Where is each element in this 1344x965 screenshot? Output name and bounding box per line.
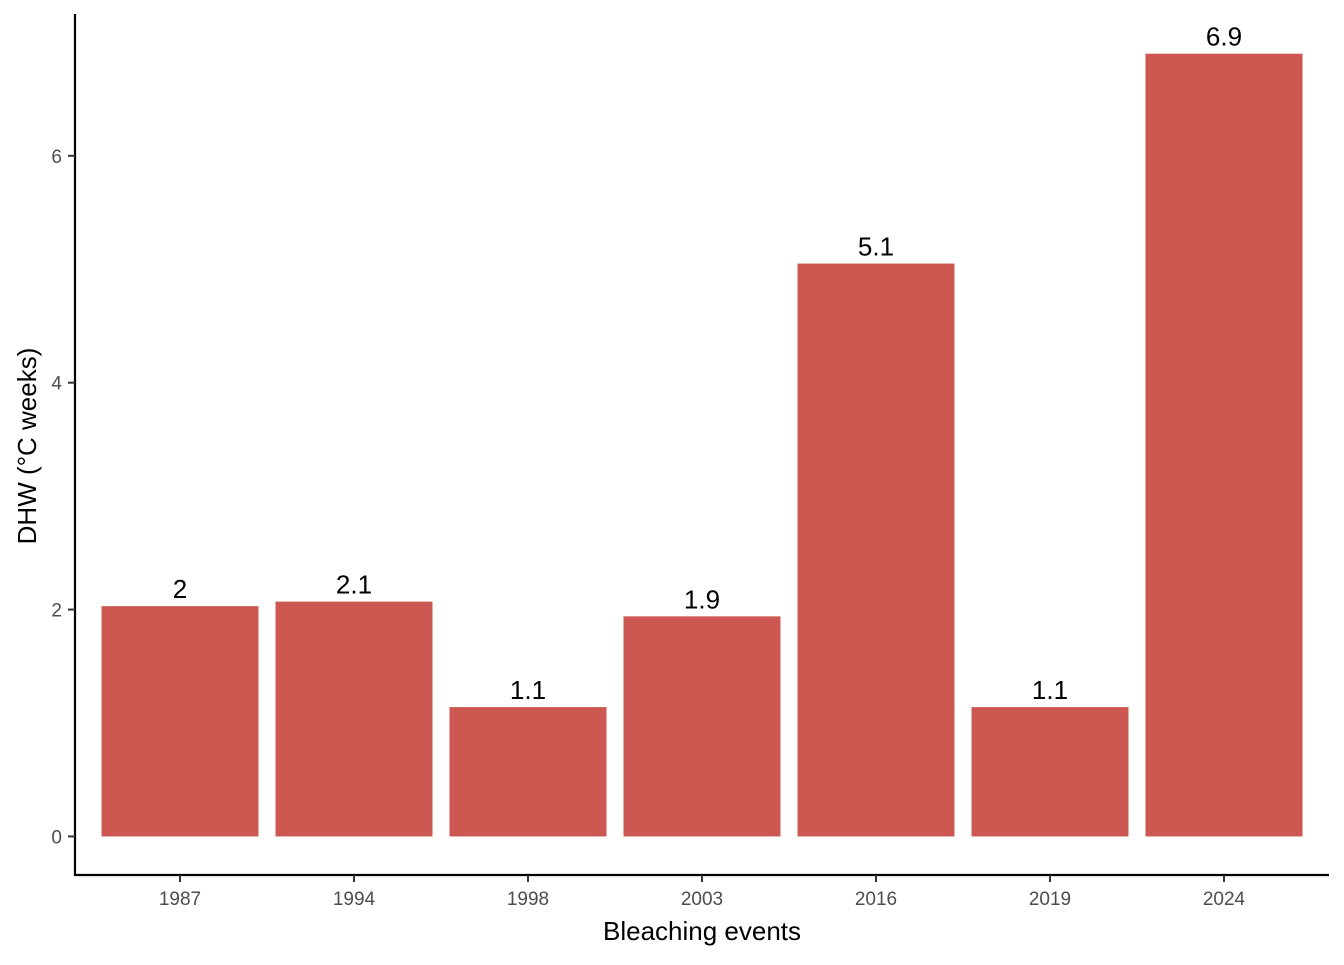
bar-1998 xyxy=(449,707,607,837)
data-label-2024: 6.9 xyxy=(1206,22,1242,52)
data-label-2016: 5.1 xyxy=(858,232,894,262)
y-axis-title: DHW (°C weeks) xyxy=(12,348,42,545)
data-label-2019: 1.1 xyxy=(1032,675,1068,705)
bar-1994 xyxy=(275,601,433,837)
y-tick-label-0: 0 xyxy=(51,827,62,848)
x-tick-label-1998: 1998 xyxy=(507,889,549,910)
x-tick-label-1987: 1987 xyxy=(159,889,201,910)
y-ticks-layer: 0 2 4 6 xyxy=(51,147,75,848)
bar-2019 xyxy=(971,707,1129,837)
data-labels-layer: 2 2.1 1.1 1.9 5.1 1.1 6.9 xyxy=(173,22,1242,705)
data-label-2003: 1.9 xyxy=(684,584,720,614)
x-ticks-layer: 1987 1994 1998 2003 2016 2019 2024 xyxy=(159,875,1246,910)
data-label-1987: 2 xyxy=(173,574,187,604)
y-tick-label-4: 4 xyxy=(51,374,62,395)
bar-2003 xyxy=(623,616,781,837)
bars-layer xyxy=(101,53,1303,837)
x-tick-label-2003: 2003 xyxy=(681,889,723,910)
x-tick-label-2019: 2019 xyxy=(1029,889,1071,910)
bar-2024 xyxy=(1145,53,1303,837)
data-label-1994: 2.1 xyxy=(336,570,372,600)
bar-2016 xyxy=(797,263,955,837)
x-axis-title: Bleaching events xyxy=(603,916,801,946)
x-tick-label-2016: 2016 xyxy=(855,889,897,910)
y-tick-label-2: 2 xyxy=(51,601,62,622)
x-tick-label-2024: 2024 xyxy=(1203,889,1246,910)
data-label-1998: 1.1 xyxy=(510,675,546,705)
y-tick-label-6: 6 xyxy=(51,147,62,168)
x-tick-label-1994: 1994 xyxy=(333,889,376,910)
bar-1987 xyxy=(101,606,259,837)
